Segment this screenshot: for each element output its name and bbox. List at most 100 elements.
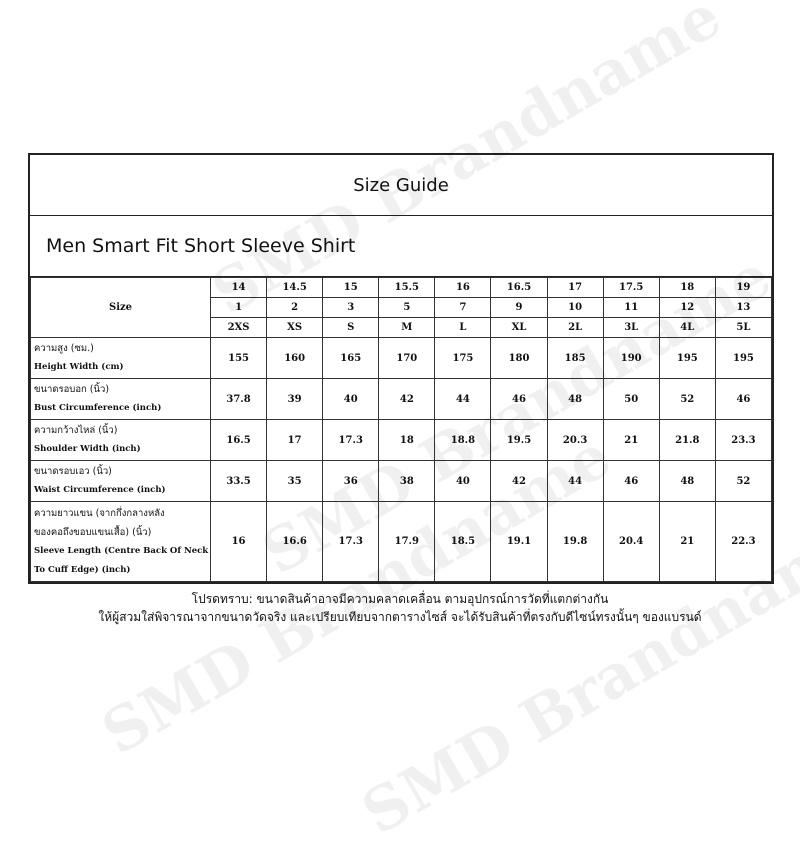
size-cell: 11 bbox=[602, 297, 660, 318]
measurement-value: 42 bbox=[378, 378, 436, 420]
disclaimer: โปรดทราบ: ขนาดสินค้าอาจมีความคลาดเคลื่อน… bbox=[0, 590, 800, 626]
disclaimer-line: ให้ผู้สวมใส่พิจารณาจากขนาดวัดจริง และเปร… bbox=[98, 610, 702, 624]
label-thai: ขนาดรอบเอว (นิ้ว) bbox=[34, 466, 112, 477]
label-english: Shoulder Width (inch) bbox=[34, 444, 141, 454]
measurement-value: 44 bbox=[546, 460, 604, 502]
measurement-value: 180 bbox=[490, 337, 548, 379]
size-cell: 2XS bbox=[209, 317, 268, 338]
size-cell: 15.5 bbox=[378, 277, 436, 298]
size-cell: 15 bbox=[322, 277, 380, 298]
measurement-value: 170 bbox=[378, 337, 436, 379]
measurement-value: 155 bbox=[209, 337, 268, 379]
measurement-value: 44 bbox=[434, 378, 492, 420]
measurement-row: ความยาวแขน (จากกึ่งกลางหลังของคอถึงขอบแข… bbox=[30, 501, 773, 582]
measurement-value: 18.8 bbox=[434, 419, 492, 461]
measurement-value: 46 bbox=[714, 378, 773, 420]
size-cell: 9 bbox=[490, 297, 548, 318]
measurement-value: 17.3 bbox=[322, 419, 380, 461]
measurement-value: 40 bbox=[434, 460, 492, 502]
size-header-row: 1 2 3 5 7 9 10 11 12 13 bbox=[31, 297, 773, 318]
measurement-value: 190 bbox=[602, 337, 660, 379]
size-cell: S bbox=[322, 317, 380, 338]
measurement-value: 37.8 bbox=[209, 378, 268, 420]
measurement-value: 16.5 bbox=[209, 419, 268, 461]
label-english: Sleeve Length (Centre Back Of Neck bbox=[34, 545, 209, 556]
size-table: Size 14 14.5 15 15.5 16 16.5 17 17.5 18 19 1 2 3 5 7 9 10… bbox=[30, 277, 773, 582]
measurement-value: 160 bbox=[266, 337, 324, 379]
size-cell: XL bbox=[490, 317, 548, 338]
measurement-value: 19.1 bbox=[490, 501, 548, 582]
size-cell: 5 bbox=[378, 297, 436, 318]
label-english: Bust Circumference (inch) bbox=[34, 403, 162, 413]
label-thai: ขนาดรอบอก (นิ้ว) bbox=[34, 384, 110, 395]
measurement-value: 175 bbox=[434, 337, 492, 379]
size-cell: 7 bbox=[434, 297, 492, 318]
measurement-value: 16 bbox=[209, 501, 268, 582]
measurement-row: ขนาดรอบเอว (นิ้ว) Waist Circumference (in… bbox=[30, 460, 773, 502]
label-thai: ความสูง (ซม.) bbox=[34, 343, 94, 354]
measurement-value: 18.5 bbox=[434, 501, 492, 582]
measurement-value: 42 bbox=[490, 460, 548, 502]
measurement-label: ความยาวแขน (จากกึ่งกลางหลังของคอถึงขอบแข… bbox=[30, 501, 211, 582]
size-cell: 2 bbox=[266, 297, 324, 318]
label-thai: ความกว้างไหล่ (นิ้ว) bbox=[34, 425, 118, 436]
product-title: Men Smart Fit Short Sleeve Shirt bbox=[30, 216, 772, 277]
measurement-value: 17 bbox=[266, 419, 324, 461]
measurement-value: 19.8 bbox=[546, 501, 604, 582]
size-cell: XS bbox=[266, 317, 324, 338]
page-title: Size Guide bbox=[30, 155, 772, 216]
measurement-value: 17.3 bbox=[322, 501, 380, 582]
measurement-value: 21.8 bbox=[658, 419, 716, 461]
measurement-value: 195 bbox=[714, 337, 773, 379]
size-cell: 4L bbox=[658, 317, 716, 338]
size-cell: 16 bbox=[434, 277, 492, 298]
size-cell: 10 bbox=[546, 297, 604, 318]
measurement-value: 40 bbox=[322, 378, 380, 420]
size-cell: 3 bbox=[322, 297, 380, 318]
size-header-row: Size 14 14.5 15 15.5 16 16.5 17 17.5 18 19 bbox=[30, 277, 773, 338]
measurement-value: 17.9 bbox=[378, 501, 436, 582]
measurement-value: 16.6 bbox=[266, 501, 324, 582]
measurement-value: 46 bbox=[490, 378, 548, 420]
label-thai: ความยาวแขน (จากกึ่งกลางหลัง bbox=[34, 507, 165, 519]
size-cell: 14 bbox=[209, 277, 268, 298]
size-label: Size bbox=[30, 277, 211, 338]
measurement-value: 21 bbox=[602, 419, 660, 461]
size-cell: 19 bbox=[714, 277, 773, 298]
measurement-label: ขนาดรอบอก (นิ้ว) Bust Circumference (inch… bbox=[30, 378, 211, 420]
size-cell: 1 bbox=[209, 297, 268, 318]
measurement-value: 46 bbox=[602, 460, 660, 502]
size-cell: 17 bbox=[546, 277, 604, 298]
measurement-value: 39 bbox=[266, 378, 324, 420]
measurement-value: 21 bbox=[658, 501, 716, 582]
measurement-value: 18 bbox=[378, 419, 436, 461]
measurement-value: 19.5 bbox=[490, 419, 548, 461]
size-cell: 18 bbox=[658, 277, 716, 298]
label-thai: ของคอถึงขอบแขนเสื้อ) (นิ้ว) bbox=[34, 526, 152, 538]
measurement-value: 195 bbox=[658, 337, 716, 379]
measurement-value: 20.3 bbox=[546, 419, 604, 461]
size-cell: 12 bbox=[658, 297, 716, 318]
measurement-value: 38 bbox=[378, 460, 436, 502]
measurement-value: 48 bbox=[546, 378, 604, 420]
size-cell: 3L bbox=[602, 317, 660, 338]
label-english: Waist Circumference (inch) bbox=[34, 485, 166, 495]
size-cell: 16.5 bbox=[490, 277, 548, 298]
size-cell: M bbox=[378, 317, 436, 338]
measurement-value: 22.3 bbox=[714, 501, 773, 582]
measurement-value: 35 bbox=[266, 460, 324, 502]
size-cell: 17.5 bbox=[602, 277, 660, 298]
measurement-value: 33.5 bbox=[209, 460, 268, 502]
measurement-label: ความกว้างไหล่ (นิ้ว) Shoulder Width (inch… bbox=[30, 419, 211, 461]
size-cell: 13 bbox=[714, 297, 773, 318]
measurement-value: 20.4 bbox=[602, 501, 660, 582]
disclaimer-line: โปรดทราบ: ขนาดสินค้าอาจมีความคลาดเคลื่อน… bbox=[191, 592, 609, 606]
size-header-row: 2XS XS S M L XL 2L 3L 4L 5L bbox=[31, 317, 773, 338]
measurement-label: ความสูง (ซม.) Height Width (cm) bbox=[30, 337, 211, 379]
size-cell: 2L bbox=[546, 317, 604, 338]
measurement-value: 52 bbox=[658, 378, 716, 420]
label-english: Height Width (cm) bbox=[34, 362, 124, 372]
measurement-value: 36 bbox=[322, 460, 380, 502]
size-cell: 14.5 bbox=[266, 277, 324, 298]
measurement-row: ขนาดรอบอก (นิ้ว) Bust Circumference (inch… bbox=[30, 378, 773, 420]
